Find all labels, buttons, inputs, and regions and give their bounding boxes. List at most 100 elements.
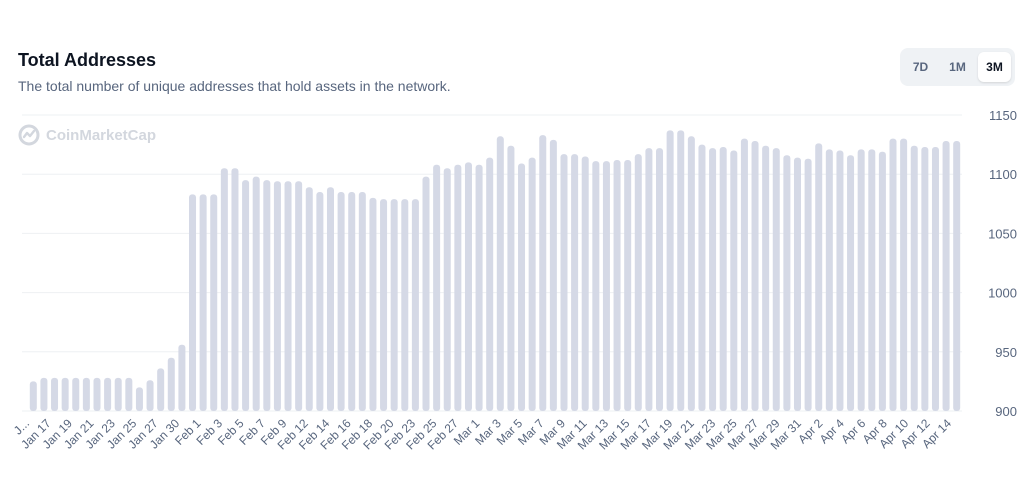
- bar[interactable]: [305, 187, 313, 411]
- bar[interactable]: [93, 377, 101, 411]
- bar[interactable]: [125, 377, 133, 411]
- bar[interactable]: [910, 145, 918, 411]
- bar[interactable]: [295, 181, 303, 411]
- bar[interactable]: [868, 149, 876, 411]
- bar[interactable]: [114, 377, 122, 411]
- bar[interactable]: [942, 141, 950, 411]
- bar[interactable]: [210, 194, 218, 411]
- range-7d-button[interactable]: 7D: [904, 52, 937, 82]
- watermark-text: CoinMarketCap: [46, 126, 157, 144]
- bar[interactable]: [326, 187, 334, 411]
- bar[interactable]: [273, 181, 281, 411]
- bar[interactable]: [847, 155, 855, 411]
- bar[interactable]: [72, 377, 80, 411]
- bar[interactable]: [549, 139, 557, 411]
- bar[interactable]: [528, 157, 536, 411]
- bar[interactable]: [560, 154, 568, 411]
- bar[interactable]: [815, 143, 823, 411]
- bar[interactable]: [369, 197, 377, 411]
- bar[interactable]: [804, 158, 812, 411]
- bar[interactable]: [645, 148, 653, 412]
- bar[interactable]: [602, 161, 610, 411]
- bar[interactable]: [316, 191, 324, 411]
- bar[interactable]: [751, 141, 759, 411]
- bar[interactable]: [953, 141, 961, 411]
- time-range-selector: 7D 1M 3M: [900, 48, 1015, 86]
- bar[interactable]: [189, 194, 197, 411]
- bar[interactable]: [836, 150, 844, 411]
- bar[interactable]: [358, 191, 366, 411]
- bar[interactable]: [666, 130, 674, 411]
- bar[interactable]: [698, 144, 706, 411]
- bar[interactable]: [231, 168, 239, 411]
- bar[interactable]: [783, 155, 791, 411]
- bar[interactable]: [433, 164, 441, 411]
- bar[interactable]: [157, 368, 165, 411]
- bar[interactable]: [220, 168, 228, 411]
- bar[interactable]: [772, 148, 780, 412]
- bar[interactable]: [921, 146, 929, 411]
- bar[interactable]: [390, 199, 398, 411]
- bar[interactable]: [581, 156, 589, 411]
- bar[interactable]: [730, 150, 738, 411]
- bar[interactable]: [29, 381, 37, 411]
- bar[interactable]: [464, 162, 472, 411]
- bar[interactable]: [380, 199, 388, 411]
- bar[interactable]: [825, 149, 833, 411]
- y-tick-label: 1000: [988, 286, 1017, 301]
- bar[interactable]: [857, 149, 865, 411]
- bar[interactable]: [878, 151, 886, 412]
- y-tick-label: 1100: [989, 167, 1017, 182]
- bar[interactable]: [592, 161, 600, 411]
- bar[interactable]: [104, 377, 112, 411]
- coinmarketcap-logo-icon: [18, 124, 40, 146]
- bar[interactable]: [40, 377, 48, 411]
- bar[interactable]: [539, 135, 547, 412]
- range-1m-button[interactable]: 1M: [941, 52, 974, 82]
- bar[interactable]: [475, 164, 483, 411]
- bar[interactable]: [656, 148, 664, 412]
- bar[interactable]: [178, 344, 186, 411]
- y-tick-label: 900: [995, 404, 1017, 419]
- bar[interactable]: [454, 164, 462, 411]
- bar[interactable]: [401, 199, 409, 411]
- bar[interactable]: [146, 380, 154, 411]
- bar[interactable]: [443, 168, 451, 411]
- watermark: CoinMarketCap: [18, 124, 156, 146]
- bar[interactable]: [252, 176, 260, 411]
- bar[interactable]: [337, 191, 345, 411]
- bar[interactable]: [793, 157, 801, 411]
- bar[interactable]: [507, 145, 515, 411]
- bar[interactable]: [167, 357, 175, 411]
- bar[interactable]: [518, 163, 526, 411]
- bar[interactable]: [348, 191, 356, 411]
- bar[interactable]: [199, 194, 207, 411]
- range-3m-button[interactable]: 3M: [978, 52, 1011, 82]
- bar[interactable]: [61, 377, 69, 411]
- bar[interactable]: [677, 130, 685, 411]
- bar[interactable]: [284, 181, 292, 411]
- bar[interactable]: [709, 148, 717, 412]
- bar[interactable]: [900, 138, 908, 411]
- bar[interactable]: [762, 145, 770, 411]
- bar[interactable]: [931, 146, 939, 411]
- bar[interactable]: [82, 377, 90, 411]
- bar[interactable]: [634, 154, 642, 411]
- bar[interactable]: [242, 180, 250, 411]
- bar[interactable]: [624, 159, 632, 411]
- bar[interactable]: [719, 146, 727, 411]
- bar[interactable]: [740, 138, 748, 411]
- bar[interactable]: [263, 180, 271, 411]
- bar[interactable]: [687, 136, 695, 411]
- bar[interactable]: [51, 377, 59, 411]
- bar[interactable]: [613, 159, 621, 411]
- bar[interactable]: [486, 157, 494, 411]
- bar[interactable]: [496, 136, 504, 411]
- bar[interactable]: [571, 154, 579, 411]
- bar[interactable]: [422, 176, 430, 411]
- bar[interactable]: [411, 199, 419, 411]
- y-tick-label: 1050: [988, 226, 1017, 241]
- bar[interactable]: [135, 387, 143, 411]
- bar[interactable]: [889, 138, 897, 411]
